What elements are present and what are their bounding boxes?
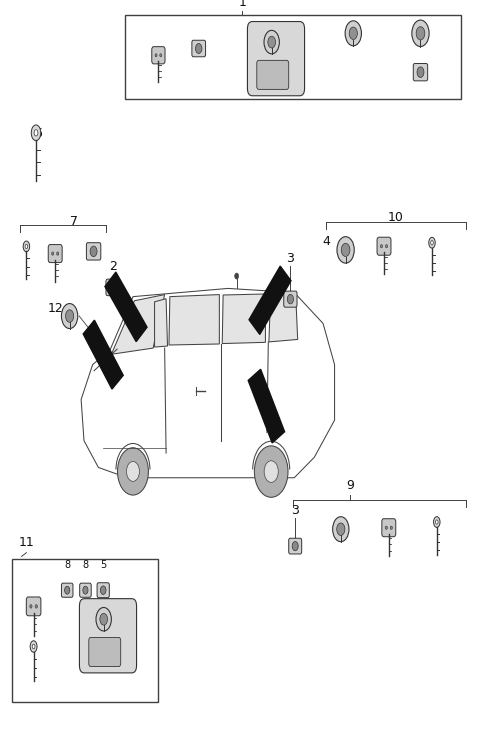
Circle shape: [390, 526, 392, 529]
Ellipse shape: [431, 240, 433, 245]
Text: 9: 9: [347, 479, 354, 492]
FancyBboxPatch shape: [86, 243, 101, 260]
Polygon shape: [81, 288, 335, 478]
Text: 4: 4: [323, 234, 330, 248]
FancyBboxPatch shape: [89, 637, 121, 667]
Circle shape: [264, 461, 278, 482]
Polygon shape: [222, 294, 265, 343]
FancyBboxPatch shape: [382, 519, 396, 537]
FancyBboxPatch shape: [48, 245, 62, 262]
Circle shape: [160, 54, 162, 57]
Circle shape: [268, 36, 276, 48]
Circle shape: [337, 237, 354, 263]
Circle shape: [341, 243, 350, 257]
Text: 2: 2: [109, 260, 117, 273]
Polygon shape: [155, 298, 168, 347]
Text: 6: 6: [35, 126, 42, 140]
Ellipse shape: [25, 244, 28, 248]
Circle shape: [333, 517, 349, 542]
FancyBboxPatch shape: [80, 583, 91, 598]
Text: 10: 10: [388, 211, 404, 224]
Circle shape: [288, 295, 293, 304]
Ellipse shape: [30, 641, 37, 652]
Ellipse shape: [32, 644, 35, 649]
Polygon shape: [83, 320, 123, 389]
Circle shape: [35, 605, 37, 608]
Circle shape: [345, 21, 361, 46]
Circle shape: [381, 245, 383, 248]
Ellipse shape: [34, 129, 38, 136]
Ellipse shape: [435, 520, 438, 524]
Text: 5: 5: [100, 559, 107, 570]
Circle shape: [61, 304, 78, 329]
Circle shape: [65, 310, 74, 323]
FancyBboxPatch shape: [97, 583, 109, 598]
Polygon shape: [111, 295, 165, 354]
Circle shape: [100, 586, 106, 595]
FancyBboxPatch shape: [152, 47, 165, 64]
Ellipse shape: [429, 237, 435, 248]
Bar: [12, 559, 158, 702]
Text: 3: 3: [291, 504, 299, 517]
FancyBboxPatch shape: [61, 583, 73, 598]
Text: 8: 8: [64, 559, 70, 570]
Circle shape: [52, 252, 54, 255]
Polygon shape: [249, 266, 291, 334]
Circle shape: [412, 20, 429, 46]
FancyBboxPatch shape: [377, 237, 391, 255]
Text: 11: 11: [19, 536, 34, 549]
Circle shape: [349, 27, 357, 40]
Circle shape: [83, 587, 88, 594]
FancyBboxPatch shape: [26, 597, 41, 616]
Circle shape: [264, 30, 279, 54]
Polygon shape: [269, 294, 298, 342]
FancyBboxPatch shape: [79, 598, 136, 673]
FancyBboxPatch shape: [248, 21, 304, 96]
FancyBboxPatch shape: [257, 60, 288, 90]
Circle shape: [96, 607, 111, 631]
Text: 3: 3: [287, 252, 294, 265]
Circle shape: [385, 526, 387, 529]
Circle shape: [416, 26, 425, 40]
Circle shape: [30, 605, 32, 608]
Ellipse shape: [23, 241, 30, 252]
Polygon shape: [169, 295, 219, 345]
FancyBboxPatch shape: [289, 538, 302, 554]
Text: 8: 8: [83, 559, 88, 570]
Circle shape: [109, 282, 116, 293]
Circle shape: [65, 587, 70, 594]
Circle shape: [235, 273, 239, 279]
Circle shape: [118, 448, 148, 495]
Polygon shape: [105, 272, 147, 342]
FancyBboxPatch shape: [284, 291, 297, 307]
Ellipse shape: [31, 125, 41, 140]
Circle shape: [195, 43, 202, 54]
Circle shape: [57, 252, 59, 255]
Circle shape: [126, 462, 140, 481]
FancyBboxPatch shape: [192, 40, 205, 57]
FancyBboxPatch shape: [413, 63, 428, 81]
Text: 7: 7: [71, 215, 78, 228]
FancyBboxPatch shape: [106, 279, 120, 295]
Circle shape: [385, 245, 387, 248]
Ellipse shape: [433, 517, 440, 528]
Circle shape: [100, 613, 108, 625]
Bar: [125, 15, 461, 99]
Text: 12: 12: [48, 302, 63, 315]
Polygon shape: [248, 369, 285, 443]
Circle shape: [254, 446, 288, 498]
Circle shape: [90, 246, 97, 257]
Circle shape: [155, 54, 157, 57]
Circle shape: [417, 67, 424, 77]
Circle shape: [336, 523, 345, 535]
Circle shape: [292, 542, 298, 551]
Text: 1: 1: [239, 0, 246, 9]
